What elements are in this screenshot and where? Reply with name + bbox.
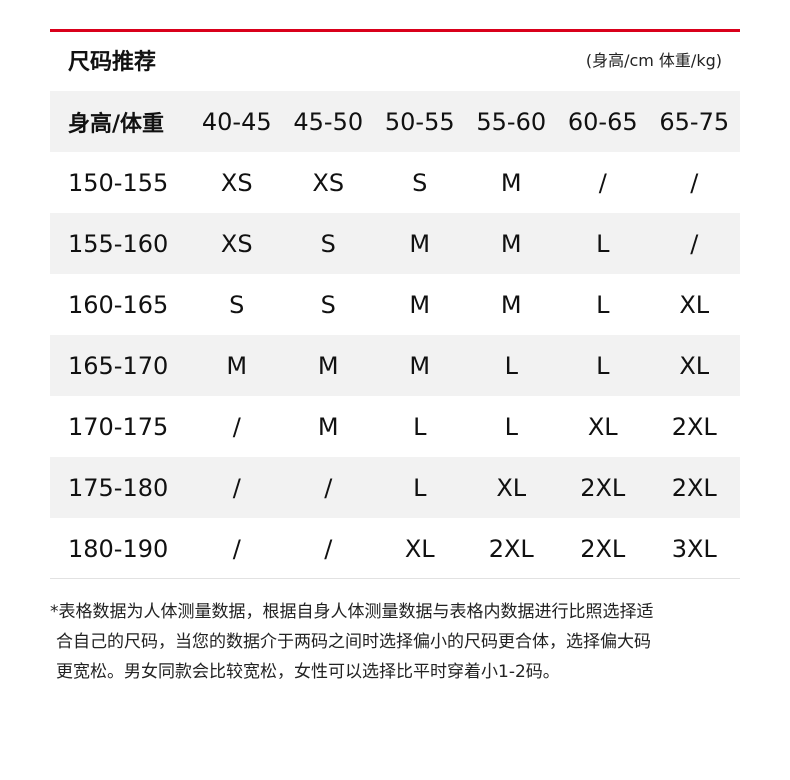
size-cell: / [690, 168, 699, 197]
height-range-cell: 160-165 [68, 290, 169, 319]
size-cell: M [409, 351, 431, 380]
height-range-cell: 150-155 [68, 168, 169, 197]
size-cell: XL [679, 290, 710, 319]
unit-note: (身高/cm 体重/kg) [585, 51, 722, 70]
header-cell: 65-75 [659, 107, 730, 136]
size-cell: S [412, 168, 428, 197]
footnote: *表格数据为人体测量数据，根据自身人体测量数据与表格内数据进行比照选择适 合自己… [50, 597, 750, 687]
size-cell: XL [404, 534, 435, 563]
size-cell: 2XL [580, 534, 626, 563]
size-cell: XS [312, 168, 345, 197]
size-cell: XL [587, 412, 618, 441]
height-range-cell: 165-170 [68, 351, 169, 380]
height-range-cell: 170-175 [68, 412, 169, 441]
size-cell: S [320, 229, 336, 258]
table-row: 165-170 M M M L L XL [50, 335, 740, 396]
size-cell: M [317, 351, 339, 380]
size-cell: L [413, 473, 427, 502]
header-cell: 60-65 [567, 107, 638, 136]
table-row: 160-165 S S M M L XL [50, 274, 740, 335]
size-cell: / [324, 534, 333, 563]
size-cell: XL [679, 351, 710, 380]
header-cell: 55-60 [476, 107, 547, 136]
size-cell: M [500, 290, 522, 319]
accent-divider [50, 29, 740, 32]
size-cell: / [232, 473, 241, 502]
footnote-line: 更宽松。男女同款会比较宽松，女性可以选择比平时穿着小1-2码。 [56, 662, 560, 682]
size-cell: XL [496, 473, 527, 502]
size-cell: 3XL [671, 534, 717, 563]
size-cell: 2XL [671, 473, 717, 502]
size-cell: M [500, 229, 522, 258]
size-cell: L [596, 351, 610, 380]
height-range-cell: 180-190 [68, 534, 169, 563]
size-cell: / [232, 534, 241, 563]
table-row: 175-180 / / L XL 2XL 2XL [50, 457, 740, 518]
size-cell: M [317, 412, 339, 441]
height-range-cell: 175-180 [68, 473, 169, 502]
table-row: 180-190 / / XL 2XL 2XL 3XL [50, 518, 740, 579]
height-range-cell: 155-160 [68, 229, 169, 258]
size-cell: XS [220, 229, 253, 258]
size-cell: M [226, 351, 248, 380]
size-cell: M [409, 229, 431, 258]
table-row: 170-175 / M L L XL 2XL [50, 396, 740, 457]
header-cell: 50-55 [384, 107, 455, 136]
size-cell: L [413, 412, 427, 441]
table-header-row: 身高/体重 40-45 45-50 50-55 55-60 60-65 65-7… [50, 91, 740, 152]
size-cell: 2XL [671, 412, 717, 441]
size-cell: L [596, 290, 610, 319]
footnote-line: *表格数据为人体测量数据，根据自身人体测量数据与表格内数据进行比照选择适 [50, 602, 654, 622]
size-cell: L [504, 351, 518, 380]
table-row: 150-155 XS XS S M / / [50, 152, 740, 213]
size-cell: S [320, 290, 336, 319]
size-cell: 2XL [580, 473, 626, 502]
size-cell: XS [220, 168, 253, 197]
size-cell: S [229, 290, 245, 319]
size-cell: L [504, 412, 518, 441]
header-cell: 40-45 [201, 107, 272, 136]
page-title: 尺码推荐 [68, 50, 157, 75]
size-cell: / [598, 168, 607, 197]
header-cell: 身高/体重 [68, 111, 165, 137]
size-cell: M [500, 168, 522, 197]
size-cell: M [409, 290, 431, 319]
table-bottom-divider [50, 578, 740, 579]
footnote-line: 合自己的尺码，当您的数据介于两码之间时选择偏小的尺码更合体，选择偏大码 [56, 632, 651, 652]
size-cell: / [232, 412, 241, 441]
header-cell: 45-50 [293, 107, 364, 136]
size-cell: / [690, 229, 699, 258]
table-row: 155-160 XS S M M L / [50, 213, 740, 274]
size-table: 身高/体重 40-45 45-50 50-55 55-60 60-65 65-7… [50, 91, 740, 579]
size-cell: / [324, 473, 333, 502]
size-cell: L [596, 229, 610, 258]
size-cell: 2XL [488, 534, 534, 563]
